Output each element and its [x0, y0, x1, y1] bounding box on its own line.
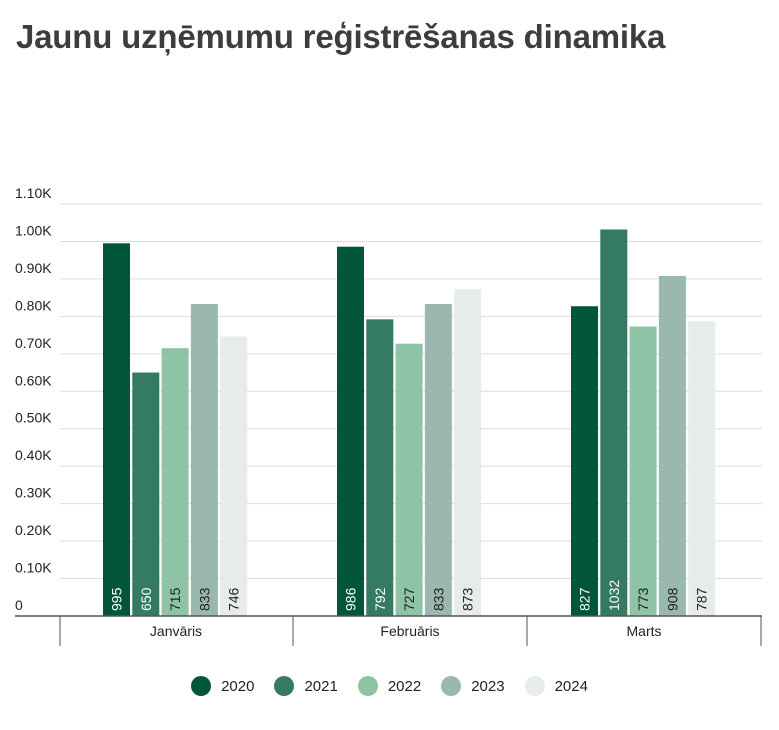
- bar-2021-2[interactable]: [600, 229, 628, 616]
- bar-2024-2[interactable]: [688, 321, 716, 616]
- x-category-label: Marts: [627, 623, 662, 639]
- x-axis: [15, 615, 762, 646]
- y-tick-label: 0: [15, 597, 23, 613]
- data-label: 650: [138, 587, 154, 611]
- y-tick-label: 0.10K: [15, 560, 52, 576]
- legend: 2020 2021 2022 2023 2024: [0, 676, 779, 696]
- bar-2020-1[interactable]: [337, 246, 364, 616]
- y-tick-label: 1.10K: [15, 185, 52, 201]
- bar-2023-1[interactable]: [424, 304, 452, 616]
- legend-swatch: [441, 676, 462, 696]
- data-label: 908: [664, 587, 680, 611]
- data-label: 727: [401, 587, 417, 611]
- legend-label: 2020: [221, 677, 255, 695]
- chart-title: Jaunu uzņēmumu reģistrēšanas dinamika: [16, 18, 666, 55]
- legend-label: 2021: [304, 677, 338, 695]
- data-label: 995: [109, 587, 125, 611]
- bar-2021-0[interactable]: [132, 372, 160, 616]
- y-tick-label: 0.60K: [15, 372, 52, 388]
- bar-2022-2[interactable]: [629, 326, 657, 616]
- data-label: 773: [635, 587, 651, 611]
- y-tick-label: 0.80K: [15, 297, 52, 313]
- x-category-label: Februāris: [380, 623, 439, 639]
- legend-item-2022[interactable]: 2022: [357, 676, 422, 696]
- legend-swatch: [524, 676, 545, 696]
- bar-2020-2[interactable]: [571, 306, 598, 616]
- bar-2023-0[interactable]: [190, 304, 218, 616]
- legend-item-2023[interactable]: 2023: [441, 676, 505, 696]
- legend-label: 2023: [471, 677, 505, 695]
- y-tick-label: 0.50K: [15, 410, 52, 426]
- bar-2024-1[interactable]: [454, 289, 482, 616]
- y-tick-label: 0.30K: [15, 485, 52, 501]
- y-tick-label: 1.00K: [15, 222, 52, 238]
- bar-2024-0[interactable]: [220, 336, 248, 616]
- legend-item-2024[interactable]: 2024: [524, 676, 588, 696]
- data-label: 787: [694, 587, 710, 611]
- legend-item-2020[interactable]: 2020: [191, 676, 254, 696]
- legend-swatch: [191, 676, 212, 696]
- y-tick-label: 0.70K: [15, 335, 52, 351]
- bar-2020-0[interactable]: [103, 243, 130, 616]
- y-axis-ticks: 0 0.10K 0.20K 0.30K 0.40K 0.50K 0.60K 0.70K 0.80…: [15, 185, 52, 613]
- legend-label: 2024: [554, 677, 588, 695]
- legend-item-2021[interactable]: 2021: [274, 676, 338, 696]
- data-label: 833: [430, 587, 446, 611]
- data-label: 792: [372, 587, 388, 611]
- y-tick-label: 0.40K: [15, 447, 52, 463]
- data-label: 873: [460, 587, 476, 611]
- bar-2022-1[interactable]: [395, 343, 423, 616]
- bar-2021-1[interactable]: [366, 319, 394, 616]
- bar-chart: 0 0.10K 0.20K 0.30K 0.40K 0.50K 0.60K 0.70K 0.80…: [15, 185, 762, 646]
- data-label: 833: [196, 587, 212, 611]
- legend-swatch: [357, 676, 378, 696]
- bar-2022-0[interactable]: [161, 348, 189, 616]
- bar-2023-2[interactable]: [658, 275, 686, 616]
- data-label: 715: [167, 587, 183, 611]
- bars: 995 650 715 833 746 986 792 727 833 873 827 1032 773…: [103, 229, 716, 616]
- y-tick-label: 0.90K: [15, 260, 52, 276]
- y-tick-label: 0.20K: [15, 522, 52, 538]
- legend-swatch: [274, 676, 295, 696]
- x-axis-categories: Janvāris Februāris Marts: [150, 623, 662, 639]
- legend-label: 2022: [387, 677, 422, 695]
- x-category-label: Janvāris: [150, 623, 202, 639]
- data-label: 746: [226, 587, 242, 611]
- data-label: 1032: [606, 580, 622, 611]
- data-label: 827: [577, 587, 593, 611]
- data-label: 986: [343, 587, 359, 611]
